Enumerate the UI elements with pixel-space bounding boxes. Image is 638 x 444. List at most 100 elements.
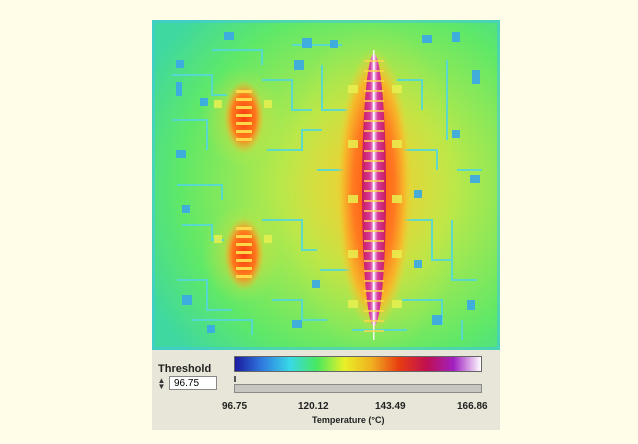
transistor-finger [236, 251, 252, 254]
transistor-finger [364, 190, 384, 192]
circuit-trace [321, 65, 347, 111]
threshold-spinner[interactable]: ▲ ▼ [157, 376, 166, 391]
circuit-component [176, 60, 184, 68]
circuit-component [452, 32, 460, 42]
circuit-component [200, 98, 208, 106]
thermal-viewer: Threshold ▲▼ 96.75 120.12 143.49 166.86 … [152, 20, 500, 430]
transistor-finger [364, 300, 384, 302]
bond-pad [392, 140, 402, 148]
circuit-component [432, 315, 442, 325]
transistor-finger [364, 220, 384, 222]
circuit-component [294, 60, 304, 70]
transistor-finger [364, 100, 384, 102]
transistor-finger [236, 130, 252, 133]
transistor-finger [364, 120, 384, 122]
circuit-component [470, 175, 480, 183]
transistor-finger [364, 250, 384, 252]
circuit-trace [177, 279, 232, 311]
temperature-colorbar [234, 356, 482, 372]
circuit-component [422, 35, 432, 43]
bond-pad [348, 195, 358, 203]
circuit-trace [267, 129, 322, 151]
transistor-finger [236, 106, 252, 109]
circuit-trace [172, 74, 227, 96]
circuit-trace [262, 79, 312, 111]
transistor-finger [236, 98, 252, 101]
circuit-trace [272, 299, 327, 321]
transistor-finger [364, 170, 384, 172]
circuit-component [452, 130, 460, 138]
circuit-component [176, 82, 182, 96]
transistor-finger [236, 259, 252, 262]
circuit-component [207, 325, 215, 333]
bond-pad [214, 100, 222, 108]
circuit-component [312, 280, 320, 288]
transistor-finger [236, 122, 252, 125]
circuit-component [224, 32, 234, 40]
transistor-finger [364, 140, 384, 142]
thermal-image [152, 20, 500, 350]
transistor-finger [364, 180, 384, 182]
transistor-finger [364, 150, 384, 152]
circuit-component [414, 190, 422, 198]
tick-label: 96.75 [222, 401, 248, 412]
circuit-component [182, 295, 192, 305]
circuit-trace [400, 219, 452, 261]
transistor-finger [236, 243, 252, 246]
bond-pad [392, 85, 402, 93]
circuit-trace [192, 319, 253, 335]
threshold-slider[interactable] [234, 384, 482, 393]
circuit-component [414, 260, 422, 268]
transistor-finger [364, 110, 384, 112]
transistor-finger [236, 267, 252, 270]
circuit-component [472, 70, 480, 84]
transistor-finger [364, 130, 384, 132]
circuit-component [176, 150, 186, 158]
transistor-finger [364, 70, 384, 72]
bond-pad [348, 85, 358, 93]
transistor-finger [364, 160, 384, 162]
tick-label: 143.49 [375, 401, 406, 412]
transistor-finger [236, 227, 252, 230]
circuit-trace [397, 79, 423, 110]
bond-pad [264, 100, 272, 108]
circuit-component [330, 40, 338, 48]
circuit-trace [451, 220, 477, 281]
transistor-finger [236, 138, 252, 141]
transistor-finger [236, 275, 252, 278]
transistor-finger [364, 90, 384, 92]
threshold-input[interactable] [169, 376, 217, 390]
circuit-component [292, 320, 302, 328]
bond-pad [264, 235, 272, 243]
transistor-finger [364, 320, 384, 322]
transistor-finger [364, 260, 384, 262]
transistor-finger [236, 235, 252, 238]
bond-pad [348, 250, 358, 258]
transistor-finger [364, 60, 384, 62]
tick-label: 120.12 [298, 401, 329, 412]
bond-pad [392, 195, 402, 203]
circuit-component [182, 205, 190, 213]
circuit-trace [172, 119, 208, 150]
bond-pad [348, 300, 358, 308]
threshold-panel: Threshold ▲▼ 96.75 120.12 143.49 166.86 … [152, 350, 500, 430]
slider-marker[interactable] [234, 376, 236, 382]
circuit-trace [177, 184, 223, 200]
transistor-finger [364, 310, 384, 312]
transistor-finger [364, 80, 384, 82]
circuit-trace [262, 219, 317, 251]
circuit-component [467, 300, 475, 310]
bond-pad [392, 250, 402, 258]
transistor-finger [236, 90, 252, 93]
threshold-label: Threshold [158, 363, 212, 375]
colorbar-axis-title: Temperature (°C) [312, 415, 385, 425]
bond-pad [348, 140, 358, 148]
transistor-finger [364, 330, 384, 332]
bond-pad [214, 235, 222, 243]
transistor-finger [236, 114, 252, 117]
circuit-trace [212, 49, 263, 65]
transistor-finger [364, 230, 384, 232]
transistor-finger [364, 240, 384, 242]
transistor-finger [364, 270, 384, 272]
transistor-finger [364, 280, 384, 282]
